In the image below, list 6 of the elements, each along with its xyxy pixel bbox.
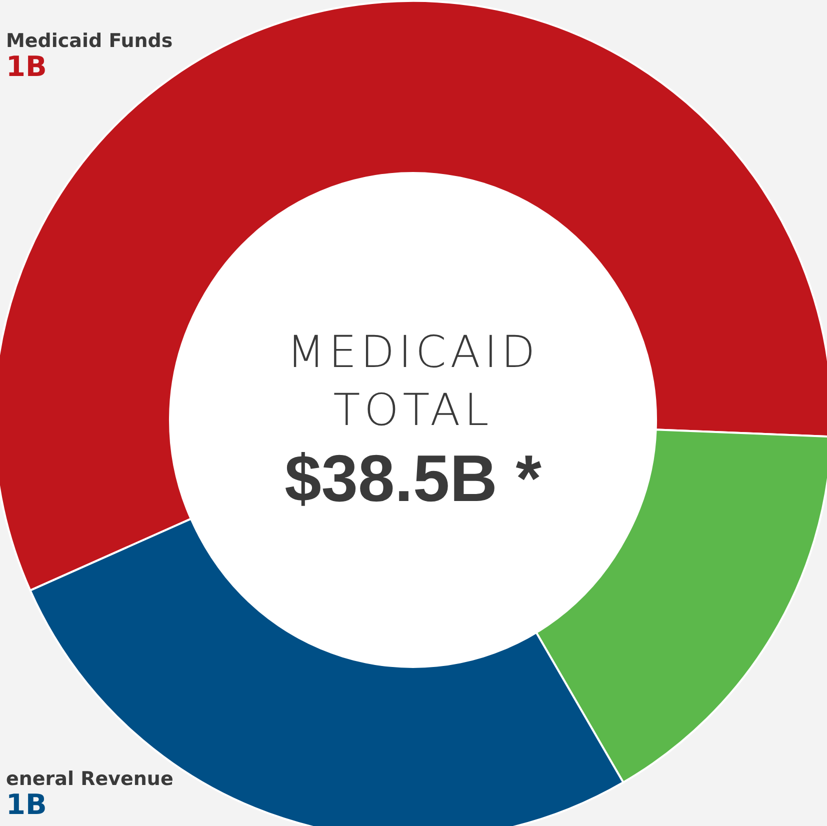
slice-label: eneral Revenue [6,768,174,790]
text: $38.5B * [284,440,542,516]
text: MEDICAID TOTAL [286,326,540,438]
slice-label: Medicaid Funds [6,30,173,52]
text: 1B [6,788,48,821]
text: 1B [6,50,48,83]
